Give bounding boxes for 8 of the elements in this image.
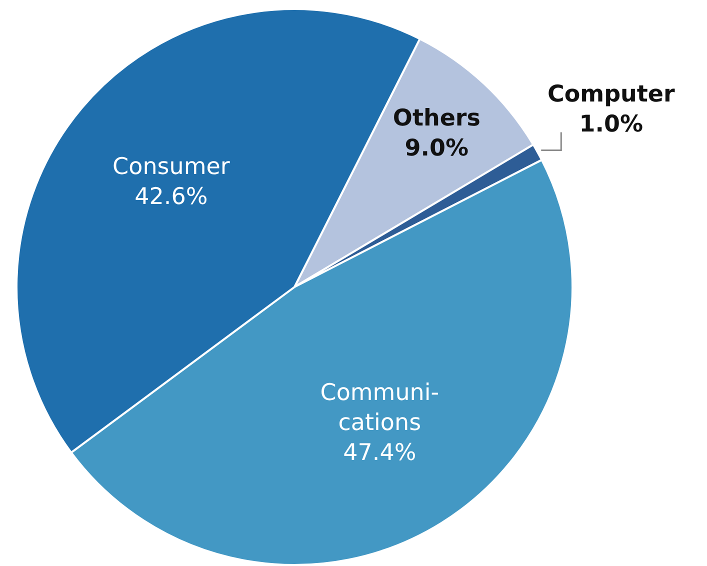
- slice-label: Communi-cations: [320, 380, 440, 436]
- data-label: 1.0%: [579, 111, 644, 138]
- data-label: 42.6%: [134, 184, 208, 210]
- slice-label: Consumer: [112, 154, 230, 180]
- data-label: 9.0%: [404, 135, 469, 162]
- slice-label: Others: [392, 105, 480, 132]
- data-label: 47.4%: [343, 440, 416, 466]
- slice-label: Computer: [547, 81, 676, 108]
